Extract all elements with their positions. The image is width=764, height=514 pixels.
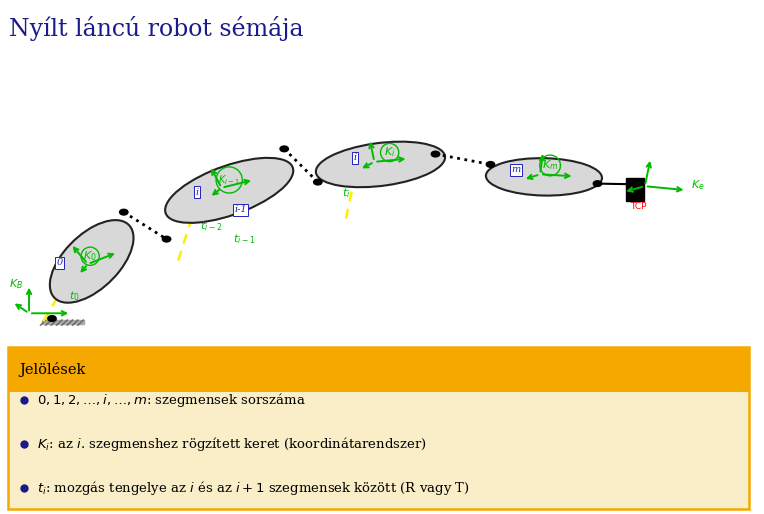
Text: $K_{i-1}$: $K_{i-1}$ <box>218 173 241 187</box>
Text: $K_i$: az $i$. szegmenshez rögzített keret (koordinátarendszer): $K_i$: az $i$. szegmenshez rögzített ker… <box>37 435 427 453</box>
Ellipse shape <box>316 142 445 187</box>
Text: $t_i$: mozgás tengelye az $i$ és az $i + 1$ szegmensek között (R vagy T): $t_i$: mozgás tengelye az $i$ és az $i +… <box>37 479 470 497</box>
Circle shape <box>163 236 171 242</box>
Text: m: m <box>511 165 520 174</box>
Circle shape <box>432 151 440 157</box>
Text: $K_B$: $K_B$ <box>9 278 24 291</box>
Text: TCP: TCP <box>630 201 646 211</box>
Text: $0, 1, 2, \ldots, i, \ldots, m$: szegmensek sorszáma: $0, 1, 2, \ldots, i, \ldots, m$: szegmen… <box>37 391 306 409</box>
FancyBboxPatch shape <box>626 178 644 201</box>
FancyBboxPatch shape <box>8 347 749 392</box>
Text: $K_i$: $K_i$ <box>384 145 395 159</box>
Ellipse shape <box>50 220 134 303</box>
Polygon shape <box>42 320 84 324</box>
Text: Jelölések: Jelölések <box>19 362 85 377</box>
Text: $K_m$: $K_m$ <box>542 158 558 172</box>
Circle shape <box>487 161 495 167</box>
Ellipse shape <box>486 158 602 196</box>
Text: Nyílt láncú robot sémája: Nyílt láncú robot sémája <box>9 16 303 42</box>
Text: 0: 0 <box>57 259 63 267</box>
Text: $t_{i-2}$: $t_{i-2}$ <box>200 219 222 232</box>
Text: $K_e$: $K_e$ <box>691 178 704 192</box>
Circle shape <box>594 181 602 187</box>
Circle shape <box>48 316 57 321</box>
Circle shape <box>120 209 128 215</box>
FancyBboxPatch shape <box>8 347 749 509</box>
Text: i-1: i-1 <box>235 205 247 214</box>
Text: $K_0$: $K_0$ <box>83 249 97 263</box>
Circle shape <box>280 146 289 152</box>
Ellipse shape <box>165 158 293 223</box>
Text: $t_{i-1}$: $t_{i-1}$ <box>233 232 255 246</box>
Text: i: i <box>354 153 357 162</box>
Circle shape <box>314 179 322 185</box>
Text: $t_0$: $t_0$ <box>69 289 79 303</box>
Text: i: i <box>196 188 199 197</box>
Text: $t_i$: $t_i$ <box>342 187 351 200</box>
